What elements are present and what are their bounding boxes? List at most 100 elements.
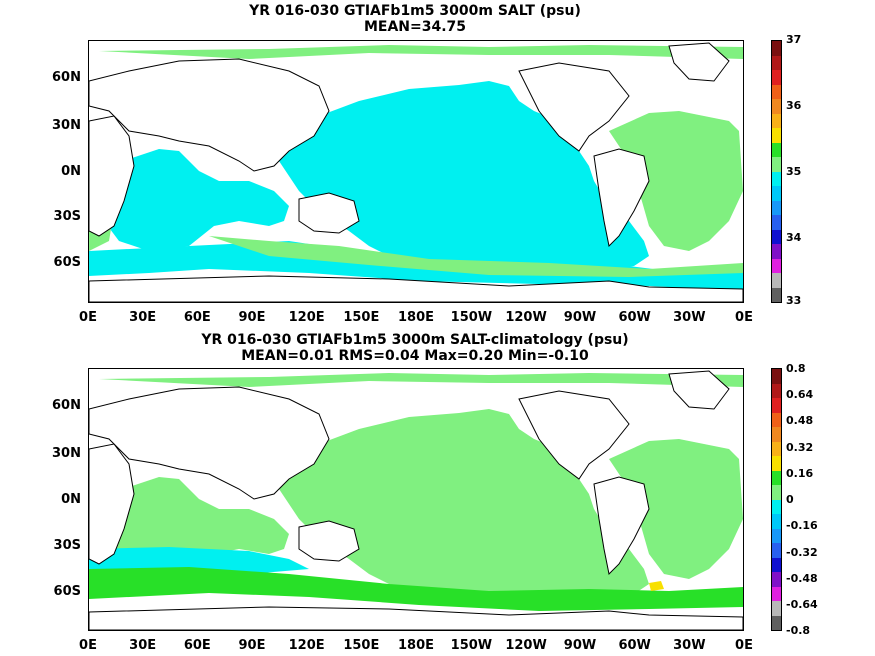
chart2-colorbar-swatch [772, 369, 781, 384]
chart1-xtick-8: 120W [505, 310, 547, 325]
chart2-colorbar-swatch [772, 601, 781, 616]
chart1-cbar-label-33: 33 [786, 294, 802, 307]
chart2-cbar-label--0.32: -0.32 [786, 546, 818, 559]
chart2-colorbar-swatch [772, 528, 781, 543]
chart2-cbar-label--0.48: -0.48 [786, 572, 818, 585]
chart2-xtick-10: 60W [618, 638, 651, 653]
chart1-title: YR 016-030 GTIAFb1m5 3000m SALT (psu) [249, 3, 581, 19]
chart1-cbar-label-36: 36 [786, 99, 802, 112]
chart1-xtick-6: 180E [397, 310, 435, 325]
chart1-xtick-3: 90E [238, 310, 266, 325]
chart2-xtick-3: 90E [238, 638, 266, 653]
chart1-xtick-5: 150E [343, 310, 380, 325]
chart2-cbar-label--0.16: -0.16 [786, 519, 818, 532]
chart2-colorbar-swatch [772, 427, 781, 442]
chart1-colorbar-swatch [772, 84, 781, 99]
chart2-colorbar-swatch [772, 615, 781, 630]
chart2-xtick-2: 60E [183, 638, 211, 653]
chart2-xtick-4: 120E [288, 638, 325, 653]
chart1-subtitle: MEAN=34.75 [363, 19, 467, 35]
chart2-cbar-label-0.16: 0.16 [786, 467, 814, 480]
chart1-colorbar-swatch [772, 113, 781, 128]
chart1-xtick-7: 150W [450, 310, 493, 325]
chart1-colorbar-swatch [772, 171, 781, 186]
chart2-colorbar-swatch [772, 383, 781, 398]
chart1-continents [89, 42, 743, 302]
chart2-colorbar-swatch [772, 499, 781, 514]
chart1-colorbar-swatch [772, 55, 781, 70]
chart2-title: YR 016-030 GTIAFb1m5 3000m SALT-climatol… [201, 332, 629, 348]
chart2-colorbar-swatch [772, 398, 781, 413]
chart2-cbar-label-0.48: 0.48 [786, 414, 814, 427]
chart1-colorbar-swatch [772, 142, 781, 157]
chart1-cbar-label-35: 35 [786, 165, 802, 178]
chart1-colorbar-swatch [772, 215, 781, 230]
chart1-ytick-60N: 60N [52, 70, 81, 85]
chart1-ytick-30N: 30N [52, 118, 81, 133]
chart1-colorbar-swatch [772, 70, 781, 85]
chart2-ytick-0N: 0N [61, 492, 81, 507]
chart2-colorbar-swatch [772, 572, 781, 587]
chart2-ytick-30N: 30N [52, 446, 81, 461]
chart2-ytick-60N: 60N [52, 398, 81, 413]
chart2-colorbar-swatch [772, 557, 781, 572]
chart2-colorbar-swatch [772, 470, 781, 485]
chart1-colorbar-swatch [772, 99, 781, 114]
chart2-continents [89, 370, 743, 630]
chart2-colorbar-swatch [772, 514, 781, 529]
chart2-colorbar-swatch [772, 586, 781, 601]
chart1-colorbar-swatch [772, 229, 781, 244]
chart2-colorbar [771, 368, 782, 631]
chart2-colorbar-swatch [772, 485, 781, 500]
chart1-ytick-60S: 60S [53, 255, 81, 270]
chart2-cbar-label--0.64: -0.64 [786, 598, 818, 611]
chart1-xtick-1: 30E [129, 310, 157, 325]
chart1-ytick-0N: 0N [61, 164, 81, 179]
chart2-colorbar-swatch [772, 441, 781, 456]
chart1-colorbar-swatch [772, 287, 781, 302]
chart2-cbar-label--0.8: -0.8 [786, 624, 811, 637]
chart1-colorbar-swatch [772, 244, 781, 259]
chart2-cbar-label-0.8: 0.8 [786, 362, 806, 375]
chart1-xtick-2: 60E [183, 310, 211, 325]
chart1-colorbar-swatch [772, 128, 781, 143]
chart1-cbar-label-37: 37 [786, 33, 802, 46]
chart2-xtick-5: 150E [343, 638, 380, 653]
chart2-xtick-7: 150W [450, 638, 493, 653]
chart1-colorbar-swatch [772, 200, 781, 215]
chart1-cbar-label-34: 34 [786, 231, 802, 244]
chart2-cbar-label-0.32: 0.32 [786, 441, 814, 454]
chart2-xtick-8: 120W [505, 638, 547, 653]
chart1-colorbar-swatch [772, 41, 781, 56]
chart2-xtick-11: 30W [673, 638, 706, 653]
chart1-map [88, 40, 744, 303]
chart1-xtick-9: 90W [563, 310, 597, 325]
chart1-atlantic [609, 111, 743, 251]
chart1-xtick-12: 0E [735, 310, 753, 325]
chart2-colorbar-swatch [772, 543, 781, 558]
chart1-colorbar [771, 40, 782, 303]
chart1-xtick-11: 30W [673, 310, 706, 325]
chart2-plot [89, 369, 743, 630]
chart1-xtick-0: 0E [79, 310, 97, 325]
chart1-plot [89, 41, 743, 302]
chart2-cbar-label-0.64: 0.64 [786, 388, 814, 401]
chart2-cbar-label-0: 0 [786, 493, 794, 506]
chart2-colorbar-swatch [772, 412, 781, 427]
chart1-indian [104, 149, 289, 251]
chart2-xtick-12: 0E [735, 638, 753, 653]
chart2-subtitle: MEAN=0.01 RMS=0.04 Max=0.20 Min=-0.10 [241, 348, 589, 364]
chart1-xtick-4: 120E [288, 310, 325, 325]
chart2-xtick-1: 30E [129, 638, 157, 653]
chart1-colorbar-swatch [772, 273, 781, 288]
chart1-colorbar-swatch [772, 186, 781, 201]
chart1-xtick-10: 60W [618, 310, 651, 325]
chart2-xtick-0: 0E [79, 638, 97, 653]
chart2-ytick-60S: 60S [53, 584, 81, 599]
chart2-map [88, 368, 744, 631]
chart1-colorbar-swatch [772, 157, 781, 172]
chart2-colorbar-swatch [772, 456, 781, 471]
chart1-colorbar-swatch [772, 258, 781, 273]
chart2-xtick-9: 90W [563, 638, 597, 653]
chart1-ytick-30S: 30S [53, 209, 81, 224]
